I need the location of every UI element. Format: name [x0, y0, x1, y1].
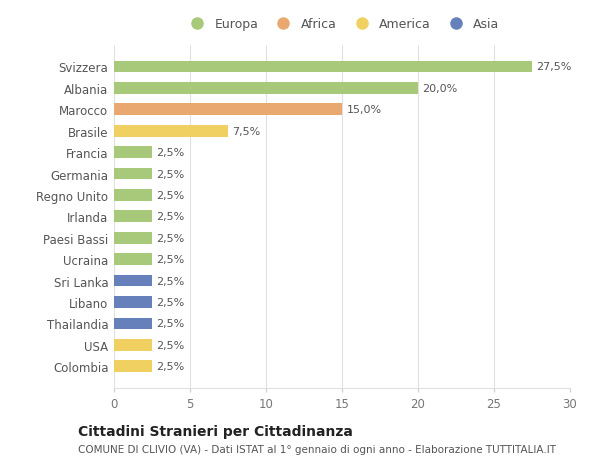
Bar	[114, 168, 152, 180]
Text: 27,5%: 27,5%	[536, 62, 572, 73]
Text: 2,5%: 2,5%	[157, 361, 185, 371]
Text: COMUNE DI CLIVIO (VA) - Dati ISTAT al 1° gennaio di ogni anno - Elaborazione TUT: COMUNE DI CLIVIO (VA) - Dati ISTAT al 1°…	[78, 444, 556, 454]
Text: 2,5%: 2,5%	[157, 169, 185, 179]
Bar	[114, 275, 152, 287]
Bar	[114, 211, 152, 223]
Text: 2,5%: 2,5%	[157, 148, 185, 158]
Text: 2,5%: 2,5%	[157, 340, 185, 350]
Text: 2,5%: 2,5%	[157, 255, 185, 264]
Text: 2,5%: 2,5%	[157, 233, 185, 243]
Text: 15,0%: 15,0%	[347, 105, 382, 115]
Text: 7,5%: 7,5%	[233, 126, 261, 136]
Bar	[114, 147, 152, 159]
Bar	[114, 339, 152, 351]
Text: 20,0%: 20,0%	[422, 84, 458, 94]
Bar	[114, 62, 532, 73]
Bar	[114, 83, 418, 95]
Bar	[114, 104, 342, 116]
Bar	[114, 190, 152, 202]
Bar	[114, 297, 152, 308]
Text: 2,5%: 2,5%	[157, 297, 185, 308]
Bar	[114, 361, 152, 372]
Text: 2,5%: 2,5%	[157, 319, 185, 329]
Text: 2,5%: 2,5%	[157, 190, 185, 201]
Legend: Europa, Africa, America, Asia: Europa, Africa, America, Asia	[184, 18, 500, 31]
Bar	[114, 126, 228, 137]
Text: Cittadini Stranieri per Cittadinanza: Cittadini Stranieri per Cittadinanza	[78, 425, 353, 438]
Bar	[114, 254, 152, 265]
Bar	[114, 232, 152, 244]
Text: 2,5%: 2,5%	[157, 276, 185, 286]
Text: 2,5%: 2,5%	[157, 212, 185, 222]
Bar	[114, 318, 152, 330]
